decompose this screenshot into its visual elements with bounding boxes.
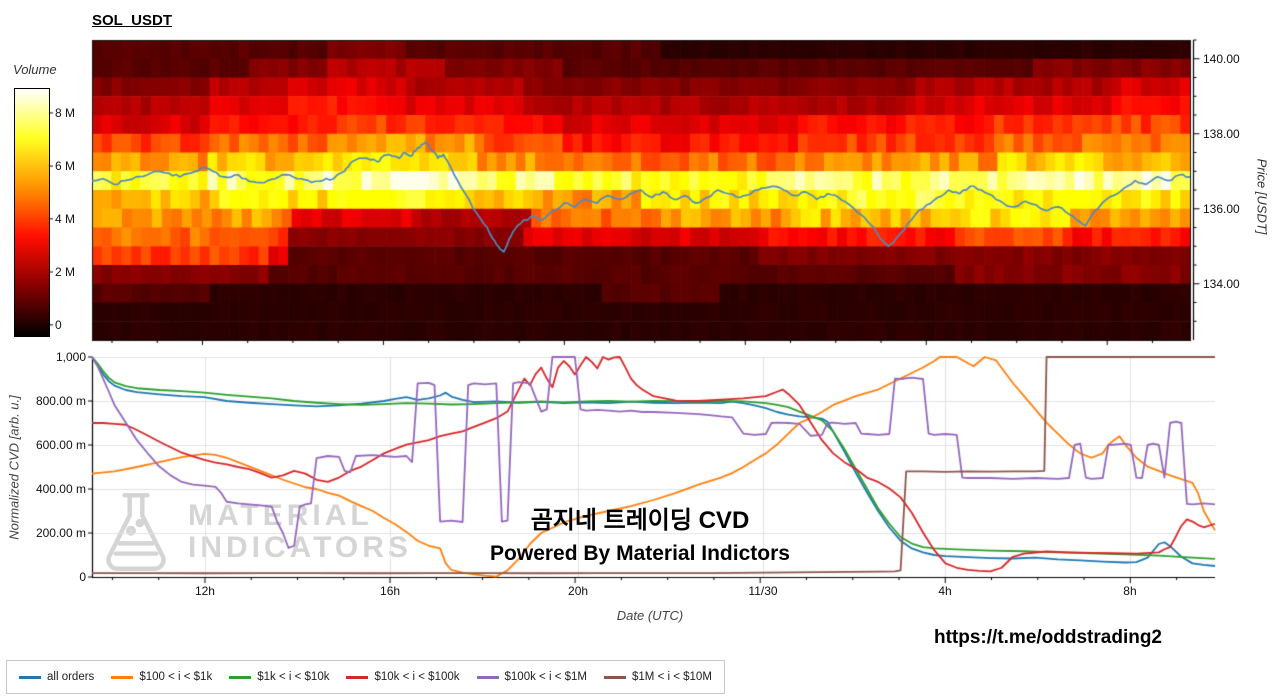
colorbar-tick-label: 8 M [55,105,76,120]
legend-label: $10k < i < $100k [374,671,460,683]
legend-item: $100k < i < $1M [476,671,587,683]
cvd-y-tick-label: 400.00 m [35,482,86,496]
colorbar-tick-label: 4 M [55,211,76,226]
price-tick-label: 136.00 [1203,201,1240,216]
symbol-title: SOL_USDT [92,12,173,29]
legend-label: $100 < i < $1k [139,671,213,683]
colorbar-tick-label: 0 [55,317,62,332]
cvd-y-tick-label: 800.00 m [35,394,86,408]
legend-label: all orders [47,671,95,683]
price-tick-label: 134.00 [1203,276,1240,291]
legend-label: $100k < i < $1M [504,671,587,683]
legend-item: all orders [19,671,94,683]
price-tick-label: 138.00 [1203,126,1240,141]
legend-swatch-line [19,675,41,679]
cvd-x-tick-label: 12h [194,584,215,598]
series-legend: all orders $100 < i < $1k $1k < i < $10k $1… [6,660,725,694]
legend-item: $100 < i < $1k [111,671,212,683]
legend-label: $1k < i < $10k [257,671,330,683]
cvd-x-axis-label: Date (UTC) [616,608,684,623]
price-axis-label: Price [USDT] [1254,158,1270,235]
colorbar-tick-label: 2 M [55,265,76,279]
legend-swatch-line [476,675,499,679]
legend-swatch-line [111,675,134,679]
overlay-powered-by: Powered By Material Indictors [490,542,790,565]
legend-label: $1M < i < $10M [632,671,712,683]
cvd-x-tick-label: 16h [380,584,401,598]
legend-item: $10k < i < $100k [346,671,460,683]
cvd-y-tick-label: 1,000 [55,350,86,364]
cvd-x-tick-label: 20h [568,584,589,598]
legend-swatch-line [229,675,252,679]
cvd-x-tick-label: 8h [1123,584,1137,598]
cvd-y-tick-label: 200.00 m [35,526,86,540]
cvd-x-tick-label: 11/30 [748,584,778,598]
legend-swatch-line [604,675,626,679]
price-tick-label: 140.00 [1203,51,1240,66]
legend-item: $1k < i < $10k [229,671,329,683]
colorbar-tick-label: 6 M [55,159,76,174]
cvd-x-tick-label: 4h [938,584,952,598]
overlay-korean-title: 곰지네 트레이딩 CVD [530,507,750,534]
overlay-caption: 곰지네 트레이딩 CVD Powered By Material Indicto… [420,500,860,566]
telegram-url: https://t.me/oddstrading2 [934,627,1162,648]
legend-item: $1M < i < $10M [604,671,712,683]
colorbar-title: Volume [13,62,57,77]
cvd-y-tick-label: 0 [79,570,86,584]
cvd-y-tick-label: 600.00 m [35,438,86,452]
legend-swatch-line [346,675,369,679]
